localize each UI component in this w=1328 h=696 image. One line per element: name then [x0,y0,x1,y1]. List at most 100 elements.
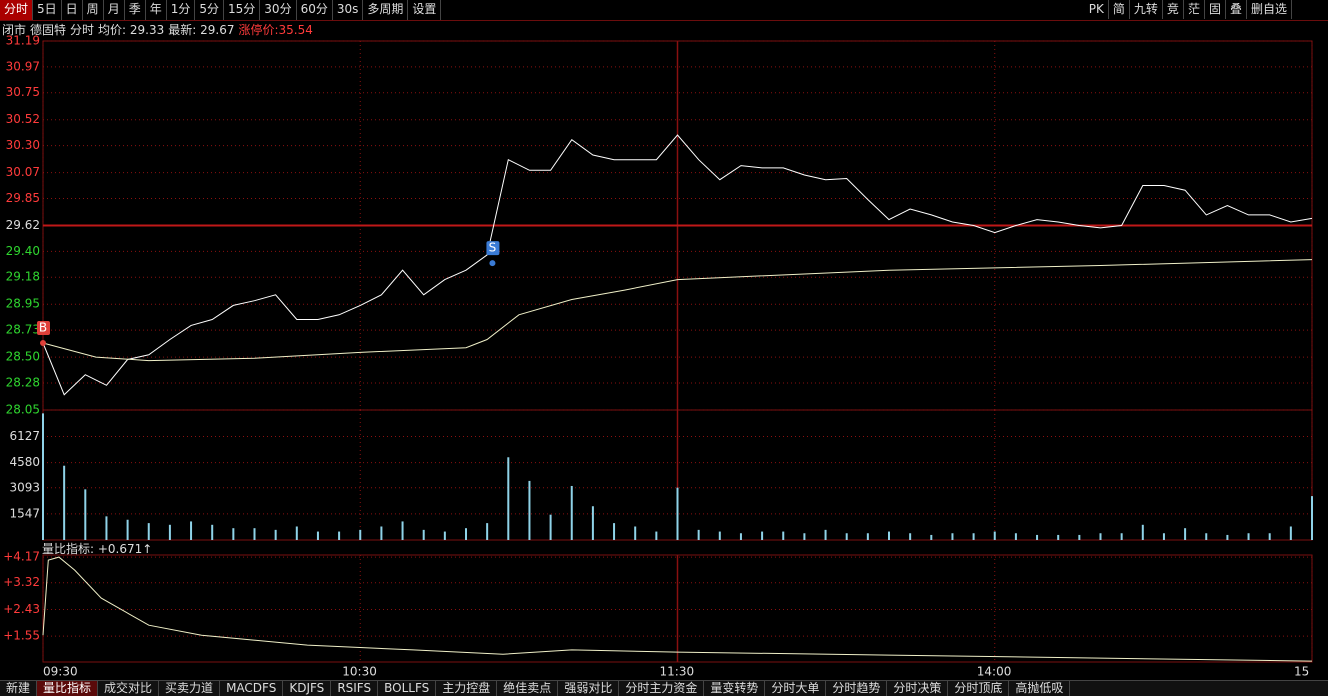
tool-button[interactable]: 固 [1205,0,1226,19]
volume-bar [422,529,425,540]
tool-button[interactable]: PK [1085,0,1109,19]
period-button[interactable]: 周 [83,0,104,20]
indicator-tab[interactable]: 新建 [0,681,38,696]
y-tick-label: 1547 [9,506,40,520]
y-tick-label: 28.95 [6,297,40,311]
indicator-tab[interactable]: 分时趋势 [826,681,888,696]
line [42,134,1313,396]
indicator-tab[interactable]: 强弱对比 [558,681,620,696]
period-button[interactable]: 季 [125,0,146,20]
indicator-tab[interactable]: RSIFS [331,681,379,696]
limit-up-price: 涨停价:35.54 [238,23,313,37]
tool-button[interactable]: 竞 [1163,0,1184,19]
volume-bar [1014,533,1017,540]
trade-badge [37,321,50,336]
volume-bar [655,531,658,540]
volume-bar [782,531,785,540]
volume-bar [465,528,467,540]
trade-badge [486,241,500,256]
y-tick-label: 30.07 [6,165,40,179]
period-button[interactable]: 5日 [33,0,62,20]
period-button[interactable]: 多周期 [363,0,409,20]
period-button[interactable]: 1分 [167,0,196,20]
indicator-title: 量比指标: +0.671↑ [42,542,153,556]
period-button[interactable]: 15分 [224,0,261,20]
y-tick-label: +2.43 [3,602,40,616]
volume-bar [211,524,214,540]
period-button[interactable]: 60分 [297,0,333,20]
tool-button[interactable]: 简 [1109,0,1130,19]
volume-bar [42,413,44,540]
volume-bar [972,533,975,540]
volume-bar [634,526,637,540]
line [42,259,1313,362]
indicator-tab[interactable]: 高抛低吸 [1009,681,1071,696]
volume-bar [105,516,108,540]
volume-bar [591,506,594,540]
y-tick-label: 6127 [9,429,40,443]
indicator-tab[interactable]: 分时顶底 [948,681,1010,696]
y-tick-label: 29.18 [6,270,40,284]
volume-bar [909,533,912,540]
volume-bar [1099,533,1102,540]
indicator-tab[interactable]: 分时主力资金 [619,681,705,696]
volume-bar [1205,533,1208,540]
indicator-tab[interactable]: BOLLFS [378,681,437,696]
period-button[interactable]: 30分 [260,0,297,20]
volume-bar [401,521,404,540]
tool-button[interactable]: 删自选 [1247,0,1292,19]
volume-bar [549,514,552,540]
trade-point [40,340,46,347]
period-button[interactable]: 5分 [195,0,225,20]
indicator-tabs: 新建 量比指标 成交对比 买卖力道 MACDFS KDJFS RSIFS BOLLFS 主力控盘… [0,680,1328,696]
volume-bar [1141,524,1144,540]
quote-field: 分时 [70,23,95,37]
volume-bar [803,533,806,540]
volume-bar [443,531,446,540]
y-tick-label: 30.97 [6,59,40,73]
volume-bar [993,531,996,540]
y-tick-label: 28.05 [6,403,40,417]
volume-bar [1078,534,1081,540]
period-button[interactable]: 日 [62,0,83,20]
volume-bar [1184,528,1187,540]
period-button[interactable]: 30s [333,0,364,20]
period-button[interactable]: 分时 [0,0,34,20]
x-tick-label: 11:30 [660,665,695,679]
volume-bar [380,526,383,540]
volume-bar [739,533,742,540]
quote-field: 均价: 29.33 [98,23,165,37]
indicator-tab[interactable]: 买卖力道 [159,681,221,696]
indicator-tab[interactable]: 分时决策 [887,681,949,696]
volume-bar [338,531,341,540]
indicator-tab[interactable]: 主力控盘 [436,681,498,696]
volume-bar [232,528,235,540]
tool-button[interactable]: 茫 [1184,0,1205,19]
period-button[interactable]: 月 [104,0,125,20]
indicator-tab[interactable]: 量比指标 [37,681,99,696]
volume-bar [126,519,129,540]
indicator-tab[interactable]: 分时大单 [765,681,827,696]
volume-bar [1226,534,1229,540]
period-button[interactable]: 年 [146,0,167,20]
volume-bar [676,487,679,540]
volume-bar [528,480,531,540]
y-tick-label: 28.50 [6,350,40,364]
indicator-tab[interactable]: 绝佳卖点 [497,681,559,696]
toolbar: 分时 5日日周月季年 1分 5分 15分 30分 60分 30s 多周期 设置 PK 简九转竞茫固叠删… [0,0,1328,21]
period-button[interactable]: 设置 [408,0,442,20]
indicator-tab[interactable]: 成交对比 [98,681,160,696]
x-tick-label: 10:30 [342,665,377,679]
tool-button[interactable]: 叠 [1226,0,1247,19]
tool-button[interactable]: 九转 [1130,0,1163,19]
y-tick-label: 28.73 [6,323,40,337]
indicator-tab[interactable]: 量变转势 [704,681,766,696]
volume-bar [316,531,319,540]
y-tick-label: 30.30 [6,138,40,152]
indicator-tab[interactable]: MACDFS [220,681,284,696]
volume-bar [824,529,827,540]
indicator-tab[interactable]: KDJFS [283,681,332,696]
volume-bar [190,521,193,540]
volume-bar [253,528,256,540]
